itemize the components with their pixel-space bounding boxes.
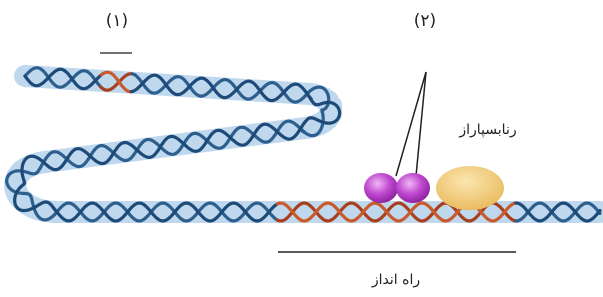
site-2-label: (۲) bbox=[414, 11, 436, 31]
rna-polymerase-label: رنابسپاراز bbox=[458, 122, 516, 138]
promoter-label: راه انداز bbox=[371, 272, 420, 288]
protein bbox=[364, 173, 398, 203]
protein bbox=[396, 173, 430, 203]
rna-polymerase bbox=[436, 166, 504, 210]
dna-helix bbox=[7, 68, 600, 221]
site-1-label: (۱) bbox=[106, 11, 128, 31]
dna-diagram: (۱) (۲) رنابسپاراز راه انداز bbox=[0, 0, 603, 297]
page: (۱) (۲) رنابسپاراز راه انداز (() => { co… bbox=[0, 0, 603, 297]
